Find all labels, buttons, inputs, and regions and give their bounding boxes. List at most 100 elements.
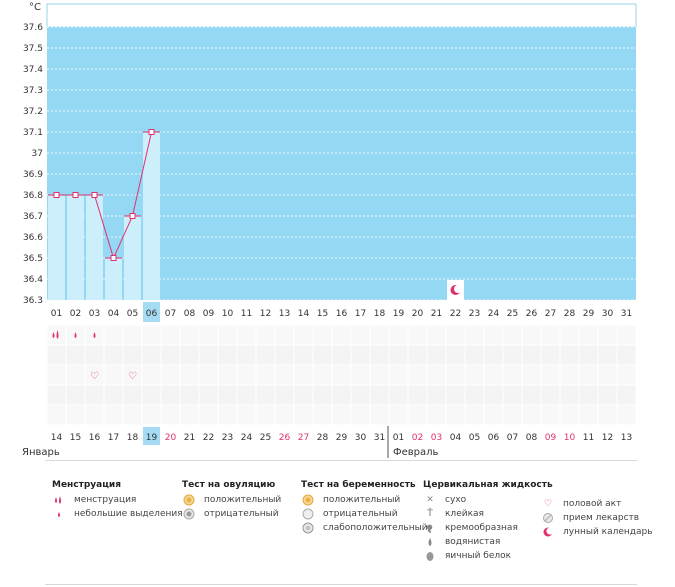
month-label-january: Январь <box>22 447 60 458</box>
cycle-day-label: 30 <box>602 309 614 319</box>
grid-cell <box>426 324 447 346</box>
calendar-date-label: 14 <box>51 433 63 443</box>
cycle-day-label: 29 <box>583 309 595 319</box>
calendar-date-label: 12 <box>602 433 613 443</box>
grid-cell <box>616 364 637 386</box>
today-highlight <box>143 427 160 445</box>
legend-item: менструация <box>52 493 183 507</box>
grid-cell <box>521 324 542 346</box>
calendar-date-label: 31 <box>374 433 385 443</box>
grid-cell <box>597 404 618 426</box>
legend-label: водянистая <box>445 537 501 547</box>
divider <box>45 460 637 461</box>
grid-cell <box>65 384 86 406</box>
cycle-day-label: 19 <box>393 309 405 319</box>
legend-item: отрицательный <box>301 507 428 521</box>
grid-cell <box>350 344 371 366</box>
grid-cell <box>160 344 181 366</box>
y-tick-label: 36.4 <box>23 275 43 285</box>
grid-cell <box>274 344 295 366</box>
grid-cell <box>274 324 295 346</box>
grid-cell <box>597 344 618 366</box>
legend-label: отрицательный <box>323 509 398 519</box>
cycle-day-label: 31 <box>621 309 632 319</box>
calendar-date-label: 28 <box>317 433 329 443</box>
grid-cell <box>464 384 485 406</box>
calendar-date-label: 08 <box>526 433 538 443</box>
cycle-day-label: 24 <box>488 309 500 319</box>
grid-cell <box>46 324 67 346</box>
calendar-date-label: 09 <box>545 433 557 443</box>
cycle-day-label: 02 <box>70 309 81 319</box>
cycle-day-label: 09 <box>203 309 215 319</box>
grid-cell <box>103 324 124 346</box>
cycle-day-ticks: 01 02 03 04 05 06 07 08 09 10 11 12 13 14 15 16 17 18 19 20… <box>51 302 632 322</box>
grid-cell <box>483 324 504 346</box>
grid-cell <box>616 344 637 366</box>
grid-cell <box>331 404 352 426</box>
y-tick-label: 36.5 <box>23 254 43 264</box>
grid-cell <box>160 384 181 406</box>
grid-cell <box>388 344 409 366</box>
grid-cell <box>65 364 86 386</box>
grid-cell <box>464 404 485 426</box>
cycle-day-label: 22 <box>450 309 461 319</box>
grid-cell <box>559 324 580 346</box>
grid-cell <box>578 384 599 406</box>
grid-cell <box>445 384 466 406</box>
grid-cell <box>540 384 561 406</box>
calendar-date-label: 23 <box>222 433 233 443</box>
grid-cell <box>597 384 618 406</box>
legend-label: отрицательный <box>204 509 279 519</box>
grid-cell <box>483 384 504 406</box>
legend-title: Тест на беременность <box>301 480 416 490</box>
menstruation-heavy-icon <box>56 330 59 339</box>
grid-cell <box>198 404 219 426</box>
grid-cell <box>426 364 447 386</box>
cycle-day-label: 18 <box>374 309 386 319</box>
grid-cell <box>445 324 466 346</box>
y-axis-ticks: 37.6 37.5 37.4 37.3 37.2 37.1 37 36.9 36.8 36.7 36… <box>23 23 43 306</box>
cycle-day-label: 25 <box>507 309 518 319</box>
legend-label: положительный <box>204 495 282 505</box>
calendar-date-label: 11 <box>583 433 594 443</box>
positive-circle-icon <box>301 494 315 506</box>
legend-label: клейкая <box>445 509 484 519</box>
calendar-date-label: 13 <box>621 433 632 443</box>
grid-cell <box>483 344 504 366</box>
grid-cell <box>198 344 219 366</box>
grid-cell <box>540 344 561 366</box>
grid-cell <box>65 404 86 426</box>
grid-cell <box>616 404 637 426</box>
grid-cell <box>426 404 447 426</box>
chart-plot <box>46 3 637 301</box>
legend-label: лунный календарь <box>563 527 653 537</box>
grid-cell <box>578 344 599 366</box>
calendar-date-label: 03 <box>431 433 442 443</box>
temp-point <box>53 192 60 198</box>
grid-cell <box>84 404 105 426</box>
cycle-day-label: 05 <box>127 309 138 319</box>
grid-cell <box>464 344 485 366</box>
grid-cell <box>236 364 257 386</box>
grid-cell <box>198 384 219 406</box>
calendar-date-label: 26 <box>279 433 291 443</box>
grid-cell <box>407 324 428 346</box>
calendar-date-label: 04 <box>450 433 462 443</box>
y-tick-label: 36.6 <box>23 233 43 243</box>
legend-label: яичный белок <box>445 551 512 561</box>
grid-cell <box>312 344 333 366</box>
legend-item: положительный <box>301 493 428 507</box>
cycle-day-label: 12 <box>260 309 271 319</box>
grid-cell <box>388 324 409 346</box>
grid-cell <box>464 364 485 386</box>
cycle-day-label: 10 <box>222 309 234 319</box>
grid-cell <box>217 364 238 386</box>
cycle-day-label: 16 <box>336 309 348 319</box>
grid-cell <box>483 404 504 426</box>
spotting-icon <box>74 332 77 338</box>
cycle-day-label: 06 <box>146 309 158 319</box>
pill-icon <box>541 512 555 524</box>
legend-label: небольшие выделения <box>74 509 183 519</box>
